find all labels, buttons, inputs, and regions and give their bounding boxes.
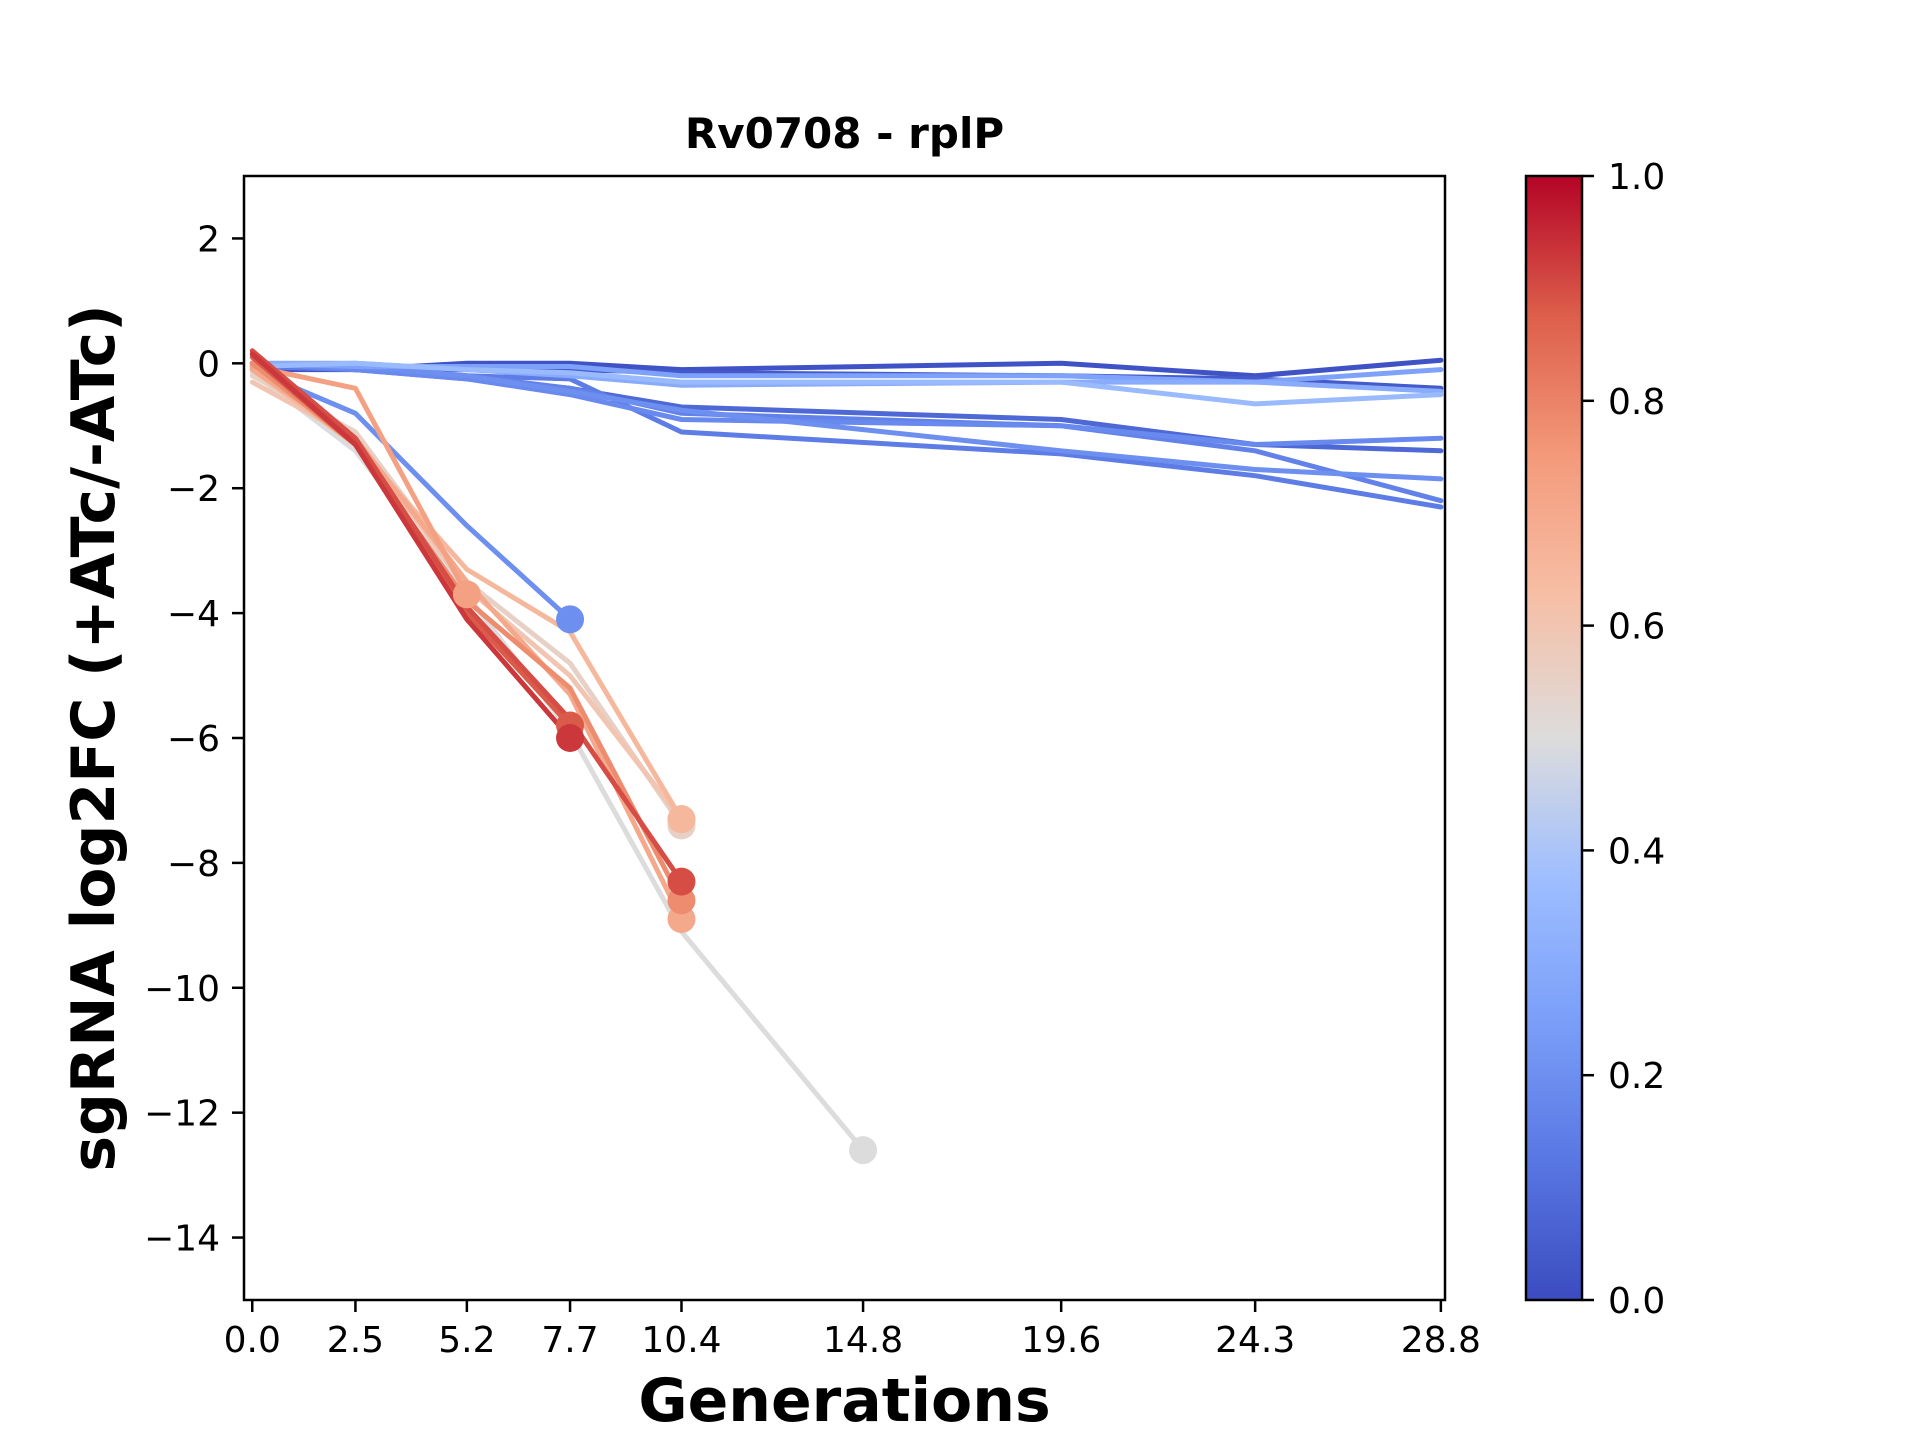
x-tick-label: 24.3 [1215, 1320, 1295, 1361]
series-end-point [667, 805, 696, 834]
series-line [249, 370, 866, 1153]
y-tick-label: −12 [144, 1094, 220, 1135]
series-line [249, 364, 470, 597]
colorbar-tick-label: 0.0 [1608, 1281, 1665, 1322]
series-end-point [667, 867, 696, 896]
y-tick-label: −10 [144, 969, 220, 1010]
y-tick-label: −4 [167, 594, 220, 635]
y-tick-label: −6 [167, 719, 220, 760]
series-line [249, 367, 684, 922]
series-line [249, 360, 1444, 407]
series-line [249, 351, 573, 741]
colorbar-tick-label: 0.4 [1608, 831, 1665, 872]
x-tick-label: 14.8 [823, 1320, 903, 1361]
x-axis-label: Generations [638, 1366, 1050, 1436]
x-tick-label: 2.5 [327, 1320, 384, 1361]
series-end-point [556, 605, 585, 634]
colorbar-tick-label: 0.8 [1608, 382, 1665, 423]
x-tick-label: 28.8 [1401, 1320, 1481, 1361]
x-tick-label: 0.0 [224, 1320, 281, 1361]
chart-title: Rv0708 - rplP [685, 109, 1004, 158]
x-tick-label: 19.6 [1021, 1320, 1101, 1361]
colorbar-axis: 0.0 0.2 0.4 0.6 0.8 1.0 [1582, 157, 1665, 1322]
series-end-point [849, 1136, 878, 1165]
series-layer [249, 348, 1444, 1153]
colorbar-tick-label: 1.0 [1608, 157, 1665, 198]
marker-layer [452, 580, 878, 1165]
y-tick-label: 0 [197, 344, 220, 385]
x-axis: 0.0 2.5 5.2 7.7 10.4 14.8 19.6 24.3 28.8 [224, 1300, 1481, 1361]
colorbar-tick-label: 0.6 [1608, 607, 1665, 648]
y-tick-label: −14 [144, 1219, 220, 1260]
y-axis-label: sgRNA log2FC (+ATc/-ATc) [59, 304, 129, 1171]
colorbar [1524, 174, 1584, 1302]
y-tick-label: −2 [167, 469, 220, 510]
y-tick-label: −8 [167, 844, 220, 885]
x-tick-label: 7.7 [541, 1320, 598, 1361]
series-line [249, 360, 1444, 447]
colorbar-tick-label: 0.2 [1608, 1056, 1665, 1097]
series-end-point [452, 580, 481, 609]
x-tick-label: 10.4 [641, 1320, 721, 1361]
y-tick-label: 2 [197, 219, 220, 260]
x-tick-label: 5.2 [438, 1320, 495, 1361]
y-axis: 2 0 −2 −4 −6 −8 −10 −12 −14 [144, 219, 244, 1260]
series-end-point [556, 724, 585, 752]
